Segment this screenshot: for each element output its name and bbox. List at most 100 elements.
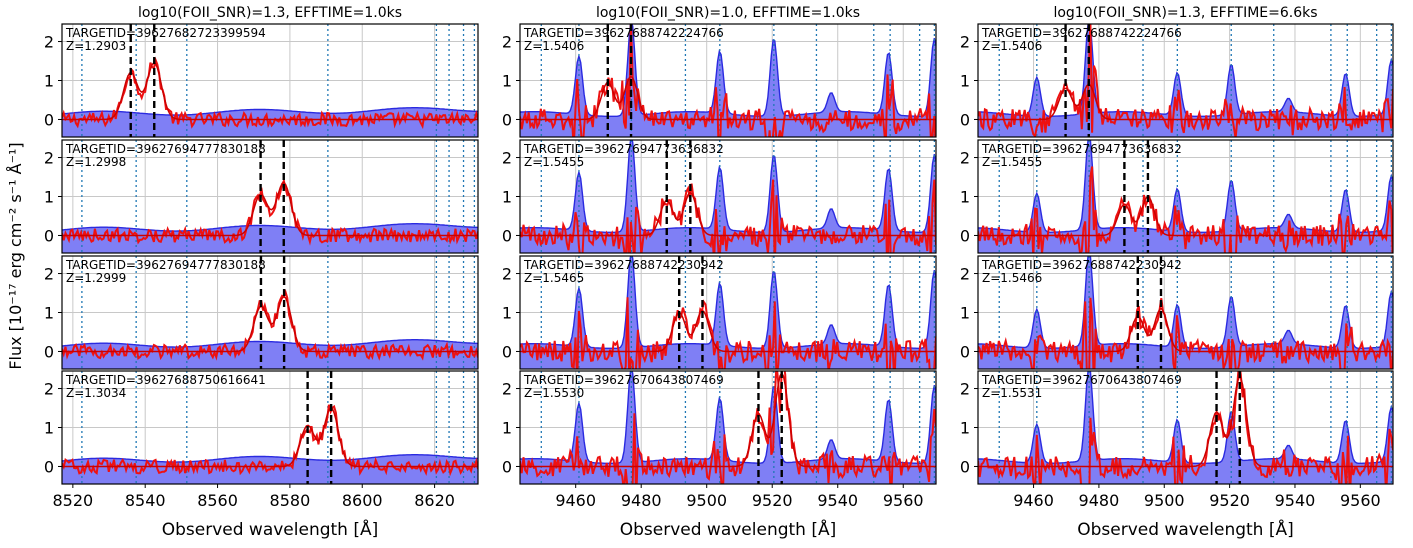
model-spectrum-line xyxy=(520,309,936,353)
y-tick-label: 2 xyxy=(502,380,512,399)
x-tick-label: 8520 xyxy=(52,491,93,510)
x-tick-label: 8560 xyxy=(197,491,238,510)
target-id-label: TARGETID=39627688742230942 xyxy=(523,258,724,272)
plot-area xyxy=(520,24,936,137)
sky-noise-line xyxy=(520,140,936,233)
model-spectrum-line xyxy=(62,295,478,353)
sky-noise-area xyxy=(520,256,936,369)
x-tick-label: 9480 xyxy=(621,491,662,510)
plot-area xyxy=(520,140,936,253)
chart-title: log10(FOII_SNR)=1.0, EFFTIME=1.0ks xyxy=(596,5,860,21)
plot-area xyxy=(978,140,1393,253)
model-spectrum-line xyxy=(520,191,936,237)
x-tick-label: 9560 xyxy=(1340,491,1381,510)
target-id-label: TARGETID=39627682723399594 xyxy=(65,26,266,40)
redshift-label: Z=1.3034 xyxy=(66,386,126,400)
chart-column-1: log10(FOII_SNR)=1.3, EFFTIME=1.0ks 0 1 2 TAR… xyxy=(44,5,479,540)
y-tick-label: 1 xyxy=(44,188,54,207)
target-id-label: TARGETID=39627688742224766 xyxy=(981,26,1182,40)
y-tick-label: 1 xyxy=(960,188,970,207)
y-tick-label: 0 xyxy=(960,457,970,476)
data-spectrum-line xyxy=(520,179,936,253)
y-tick-label: 1 xyxy=(502,419,512,438)
redshift-label: Z=1.5465 xyxy=(524,271,584,285)
y-tick-label: 0 xyxy=(44,226,54,245)
chart-column-2: log10(FOII_SNR)=1.0, EFFTIME=1.0ks 0 1 2 TAR… xyxy=(502,5,937,540)
model-spectrum-line xyxy=(978,195,1393,237)
x-axis-label: Observed wavelength [Å] xyxy=(162,518,379,540)
redshift-label: Z=1.5530 xyxy=(524,386,584,400)
x-tick-label: 8600 xyxy=(342,491,383,510)
data-spectrum-line xyxy=(62,289,478,361)
y-tick-label: 2 xyxy=(44,380,54,399)
redshift-label: Z=1.5455 xyxy=(524,155,584,169)
sky-noise-line xyxy=(520,256,936,349)
sky-noise-area xyxy=(978,371,1393,484)
data-spectrum-line xyxy=(978,371,1393,484)
y-axis-label: Flux [10⁻¹⁷ erg cm⁻² s⁻¹ Å⁻¹] xyxy=(6,142,25,369)
plot-area xyxy=(520,256,936,369)
y-tick-label: 1 xyxy=(44,304,54,323)
y-tick-label: 2 xyxy=(960,380,970,399)
plot-area xyxy=(62,24,478,137)
chart-column-3: log10(FOII_SNR)=1.3, EFFTIME=6.6ks 0 1 2 TAR… xyxy=(960,5,1394,540)
target-id-label: TARGETID=39627694773636832 xyxy=(523,142,724,156)
y-tick-label: 1 xyxy=(44,419,54,438)
x-tick-label: 9480 xyxy=(1079,491,1120,510)
y-tick-label: 1 xyxy=(502,188,512,207)
redshift-label: Z=1.5406 xyxy=(524,39,584,53)
plot-area xyxy=(978,24,1393,137)
plot-area xyxy=(978,371,1393,484)
model-spectrum-line xyxy=(62,406,478,468)
y-tick-label: 2 xyxy=(502,33,512,52)
sky-noise-line xyxy=(62,339,478,348)
plot-area xyxy=(520,371,936,484)
model-spectrum-line xyxy=(978,376,1393,468)
y-tick-label: 0 xyxy=(960,342,970,361)
x-tick-label: 9460 xyxy=(555,491,596,510)
y-tick-label: 0 xyxy=(44,457,54,476)
x-tick-label: 9500 xyxy=(686,491,727,510)
y-tick-label: 2 xyxy=(960,149,970,168)
redshift-label: Z=1.2903 xyxy=(66,39,126,53)
redshift-label: Z=1.5455 xyxy=(982,155,1042,169)
x-tick-label: 8620 xyxy=(414,491,455,510)
target-id-label: TARGETID=39627688742224766 xyxy=(523,26,724,40)
y-tick-label: 1 xyxy=(960,72,970,91)
redshift-label: Z=1.5406 xyxy=(982,39,1042,53)
data-spectrum-line xyxy=(978,297,1393,369)
data-spectrum-line xyxy=(62,404,478,477)
y-tick-label: 2 xyxy=(960,33,970,52)
model-spectrum-line xyxy=(520,75,936,121)
redshift-label: Z=1.2999 xyxy=(66,271,126,285)
target-id-label: TARGETID=39627694777830188 xyxy=(65,258,266,272)
model-spectrum-line xyxy=(978,83,1393,121)
model-spectrum-line xyxy=(978,307,1393,353)
y-tick-label: 0 xyxy=(960,110,970,129)
y-tick-label: 2 xyxy=(44,265,54,284)
x-tick-label: 9520 xyxy=(1209,491,1250,510)
chart-title: log10(FOII_SNR)=1.3, EFFTIME=1.0ks xyxy=(138,5,402,21)
y-tick-label: 2 xyxy=(502,149,512,168)
y-tick-label: 1 xyxy=(502,72,512,91)
x-tick-label: 8580 xyxy=(270,491,311,510)
data-spectrum-line xyxy=(62,178,478,246)
sky-noise-area xyxy=(520,140,936,253)
data-spectrum-line xyxy=(978,24,1393,137)
sky-noise-area xyxy=(978,256,1393,369)
x-tick-label: 9500 xyxy=(1144,491,1185,510)
target-id-label: TARGETID=39627688742230942 xyxy=(981,258,1182,272)
target-id-label: TARGETID=39627688750616641 xyxy=(65,373,266,387)
y-tick-label: 0 xyxy=(502,110,512,129)
